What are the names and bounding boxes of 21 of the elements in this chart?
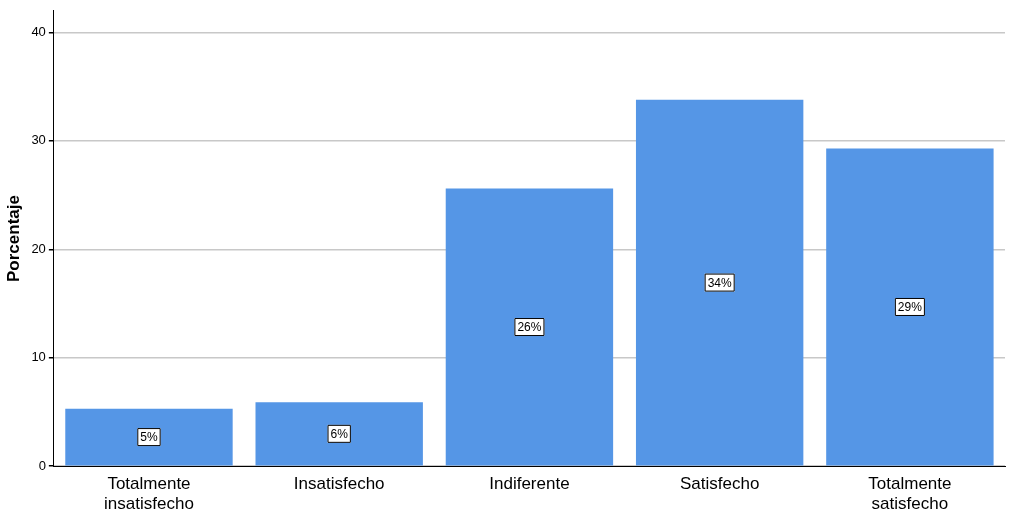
data-label: 34% (707, 275, 732, 290)
y-tick-label: 30 (31, 132, 46, 148)
x-tick-label: Indiferente (489, 474, 570, 494)
y-axis-title: Porcentaje (3, 195, 23, 282)
data-label: 6% (330, 427, 349, 442)
data-label: 5% (140, 430, 158, 445)
bar (826, 148, 994, 466)
bar (635, 99, 804, 466)
data-label: 29% (897, 300, 923, 315)
y-tick-label: 10 (31, 349, 46, 365)
x-tick-label: Totalmente insatisfecho (104, 474, 194, 514)
bar (65, 408, 233, 466)
data-label: 26% (517, 320, 542, 335)
y-tick-label: 40 (31, 24, 46, 40)
y-tick-label: 20 (31, 240, 46, 256)
bar (255, 402, 423, 466)
x-tick-label: Totalmente satisfecho (868, 474, 952, 514)
x-tick-label: Satisfecho (679, 474, 760, 494)
x-tick-label: Insatisfecho (293, 474, 385, 494)
bar (445, 188, 614, 466)
y-tick-label: 0 (38, 457, 46, 473)
